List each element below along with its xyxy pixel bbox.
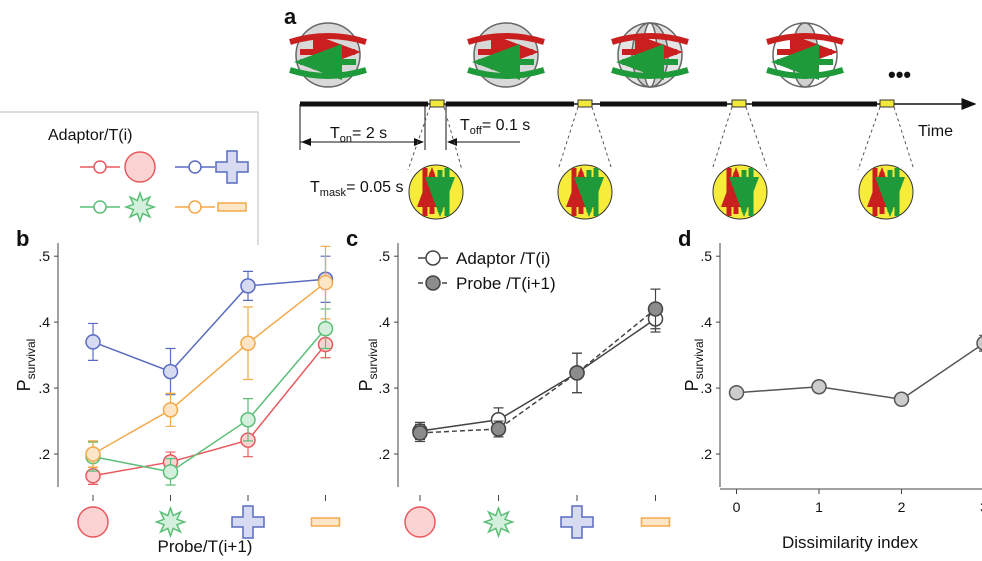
icon-flower (126, 193, 154, 221)
icon-cross (232, 506, 264, 538)
y-tick-label: .4 (38, 314, 50, 330)
t-off-rest: = 0.1 s (482, 117, 530, 134)
y-label-main: P (14, 379, 34, 391)
icon-cross (216, 151, 248, 183)
spheres (296, 23, 837, 87)
y-label-main: P (356, 379, 376, 391)
panel-label: c (346, 226, 358, 251)
y-tick-label: .5 (700, 248, 712, 264)
y-tick-label: .2 (378, 446, 390, 462)
icon-flower (157, 508, 185, 536)
y-tick-label: .3 (378, 380, 390, 396)
data-point (86, 335, 100, 349)
y-label-main: P (682, 379, 702, 391)
t-off-symbol: T (460, 117, 470, 134)
icon-circle (125, 152, 155, 182)
t-off: Toff= 0.1 s (460, 117, 530, 137)
y-label-sub: survival (692, 339, 706, 380)
legend-label: Probe /T(i+1) (456, 274, 556, 293)
icon-cross (561, 506, 593, 538)
legend-marker (94, 201, 106, 213)
mask-disk (558, 165, 612, 219)
data-point (241, 413, 255, 427)
data-point (492, 422, 506, 436)
y-tick-label: .4 (700, 314, 712, 330)
panel-label: d (678, 226, 691, 251)
legend-marker (426, 251, 440, 265)
legend-marker (189, 201, 201, 213)
y-tick-label: .2 (38, 446, 50, 462)
x-tick-label: 2 (898, 499, 906, 515)
figure: a ••• Time Ton= 2 s Toff= 0.1 s Tmask= 0… (0, 0, 982, 561)
icon-bar (312, 518, 340, 526)
x-tick-label: 1 (815, 499, 823, 515)
y-tick-label: .2 (700, 446, 712, 462)
data-point (164, 365, 178, 379)
t-mask: Tmask= 0.05 s (310, 179, 403, 199)
t-mask-rest: = 0.05 s (346, 179, 403, 196)
data-point (730, 386, 744, 400)
legend-marker (94, 161, 106, 173)
y-tick-label: .4 (378, 314, 390, 330)
series-line (93, 345, 326, 476)
t-on-sub: on (340, 133, 352, 145)
x-axis-label: Dissimilarity index (782, 533, 919, 552)
data-point (319, 322, 333, 336)
ellipsis: ••• (888, 62, 911, 87)
y-tick-label: .3 (38, 380, 50, 396)
y-tick-label: .5 (378, 248, 390, 264)
data-point (164, 465, 178, 479)
timeline (300, 100, 975, 170)
y-label-sub: survival (366, 339, 380, 380)
t-on-rest: = 2 s (352, 125, 387, 142)
series-line (93, 279, 326, 371)
icon-circle (405, 507, 435, 537)
data-point (319, 276, 333, 290)
y-tick-label: .3 (700, 380, 712, 396)
data-point (241, 336, 255, 350)
rotation-arrows (290, 36, 843, 76)
legend-marker (189, 161, 201, 173)
data-point (413, 426, 427, 440)
t-mask-sub: mask (320, 187, 347, 199)
t-off-sub: off (470, 125, 483, 137)
series-line (420, 309, 656, 433)
series-line (737, 343, 982, 399)
data-point (164, 403, 178, 417)
y-axis-label: Psurvival (356, 339, 380, 392)
t-mask-symbol: T (310, 179, 320, 196)
icon-bar (642, 518, 670, 526)
mask-disk (409, 165, 463, 219)
x-tick-label: 0 (733, 499, 741, 515)
x-axis-label: Probe/T(i+1) (158, 537, 253, 556)
legend-title: Adaptor/T(i) (48, 127, 132, 144)
data-point (570, 366, 584, 380)
y-axis-label: Psurvival (14, 339, 38, 392)
data-point (812, 380, 826, 394)
mask-disk (859, 165, 913, 219)
mask-stimuli (409, 165, 913, 219)
panel-label: a (284, 4, 297, 29)
mask-disk (713, 165, 767, 219)
data-point (895, 392, 909, 406)
panel-label: b (16, 226, 29, 251)
icon-flower (485, 508, 513, 536)
data-point (86, 447, 100, 461)
page: a ••• Time Ton= 2 s Toff= 0.1 s Tmask= 0… (0, 0, 982, 561)
time-label: Time (918, 123, 953, 140)
series-line (93, 283, 326, 454)
legend-label: Adaptor /T(i) (456, 249, 550, 268)
legend-marker (426, 276, 440, 290)
t-on-symbol: T (330, 125, 340, 142)
y-tick-label: .5 (38, 248, 50, 264)
data-point (241, 279, 255, 293)
series-line (420, 319, 656, 431)
data-point (649, 302, 663, 316)
icon-bar (218, 203, 246, 211)
y-label-sub: survival (24, 339, 38, 380)
icon-circle (78, 507, 108, 537)
